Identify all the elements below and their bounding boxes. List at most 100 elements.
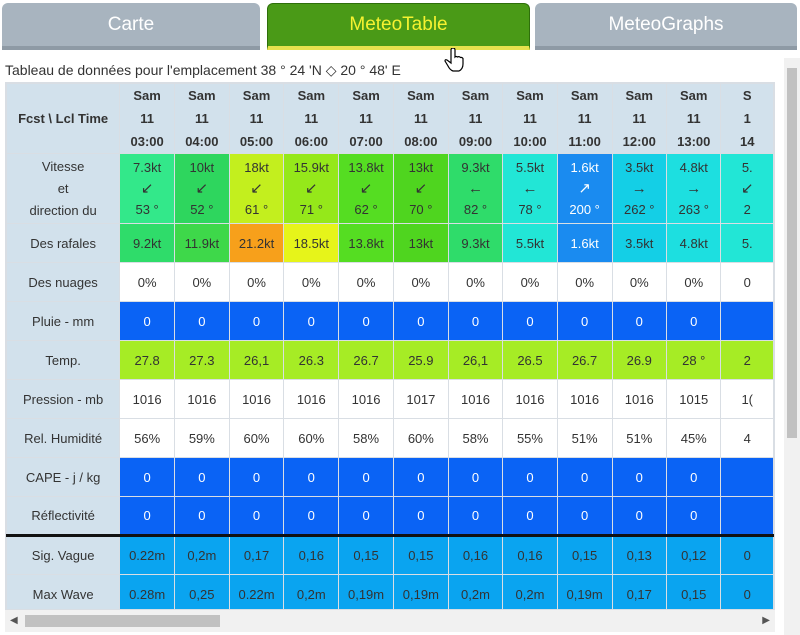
table-cell: 4.8kt xyxy=(665,223,722,263)
table-cell: 0.22m xyxy=(228,574,285,609)
header-time: 08:00 xyxy=(404,134,438,149)
table-cell: 1016 xyxy=(338,379,394,419)
table-row: Des rafales 9.2kt 11.9kt 21.2kt 18.5kt 13.8kt… xyxy=(6,223,774,263)
table-cell: 1016 xyxy=(502,379,558,419)
table-cell: 0% xyxy=(447,262,504,302)
table-cell: 26,1 xyxy=(228,340,285,380)
wind-arrow-icon: ↙ xyxy=(250,179,263,197)
horizontal-scrollbar[interactable]: ◀ ▶ xyxy=(5,610,775,632)
row-label: Max Wave xyxy=(6,574,121,609)
meteo-table-container[interactable]: Fcst \ Lcl Time Sam 11 03:00 Sam 11 04:00 Sam 1… xyxy=(5,82,775,610)
table-cell: 0% xyxy=(338,262,394,302)
table-cell: 18.5kt xyxy=(283,223,340,263)
header-time: 13:00 xyxy=(677,134,711,149)
table-cell: 0 xyxy=(720,534,774,575)
table-cell: 45% xyxy=(665,418,722,458)
wind-speed: 4.8kt xyxy=(679,159,708,175)
table-cell: 0,25 xyxy=(174,574,230,609)
header-day: Sam xyxy=(680,88,708,103)
wind-speed: 10kt xyxy=(189,159,215,175)
wind-speed: 5. xyxy=(741,159,753,175)
time-column-header: Sam 11 06:00 xyxy=(283,83,340,154)
scroll-left-icon[interactable]: ◀ xyxy=(10,615,18,626)
scrollbar-thumb[interactable] xyxy=(787,68,797,438)
header-time: 07:00 xyxy=(349,134,383,149)
row-label: Pluie - mm xyxy=(6,301,121,341)
time-column-header: Sam 11 13:00 xyxy=(665,83,722,154)
header-time: 09:00 xyxy=(458,134,493,149)
table-cell: 0,15 xyxy=(556,534,613,575)
table-cell: 0,17 xyxy=(611,574,668,609)
tab-meteographs[interactable]: MeteoGraphs xyxy=(535,3,797,50)
table-cell: 0,15 xyxy=(392,534,449,575)
row-label: Des rafales xyxy=(6,223,121,263)
scroll-right-icon[interactable]: ▶ xyxy=(762,615,770,626)
wind-arrow-icon: ← xyxy=(467,179,483,197)
wind-speed: 9.3kt xyxy=(461,159,490,175)
time-column-header: Sam 11 05:00 xyxy=(228,83,285,154)
tab-carte[interactable]: Carte xyxy=(2,3,260,50)
table-cell: 51% xyxy=(611,418,668,458)
table-cell: 21.2kt xyxy=(228,223,285,263)
table-cell xyxy=(720,496,774,536)
header-day: Sam xyxy=(516,88,544,103)
header-time: 03:00 xyxy=(130,134,164,149)
table-row: Rel. Humidité 56% 59% 60% 60% 58% 60% 58% 55% 51%… xyxy=(6,418,774,458)
row-label: Sig. Vague xyxy=(6,534,121,575)
table-cell: 26,1 xyxy=(447,340,504,380)
wind-direction: 78 ° xyxy=(518,201,542,217)
header-day: Sam xyxy=(407,88,435,103)
table-cell: 0% xyxy=(611,262,668,302)
table-cell: 27.8 xyxy=(119,340,176,380)
table-cell: 0% xyxy=(228,262,285,302)
table-cell: 5. xyxy=(720,223,774,263)
tab-meteotable[interactable]: MeteoTable xyxy=(267,3,530,50)
wind-direction: 70 ° xyxy=(409,201,433,217)
meteo-table: Fcst \ Lcl Time Sam 11 03:00 Sam 11 04:00 Sam 1… xyxy=(6,83,774,609)
table-cell: 0% xyxy=(502,262,558,302)
wind-cell: 13kt ↙ 70 ° xyxy=(392,153,449,224)
table-cell: 0 xyxy=(119,457,176,497)
wind-arrow-icon: ↙ xyxy=(359,179,373,197)
table-cell: 0,2m xyxy=(502,574,558,609)
wind-label-line: direction du xyxy=(29,202,97,218)
wind-direction: 61 ° xyxy=(244,201,269,217)
wind-speed: 18kt xyxy=(244,159,269,175)
table-cell: 0% xyxy=(174,262,230,302)
row-label: Pression - mb xyxy=(6,379,121,419)
wind-speed: 1.6kt xyxy=(570,159,599,175)
vertical-scrollbar[interactable] xyxy=(784,58,800,635)
table-cell: 0,16 xyxy=(502,534,558,575)
wind-direction: 262 ° xyxy=(624,201,655,217)
wind-cell: 10kt ↙ 52 ° xyxy=(174,153,230,224)
table-cell: 1016 xyxy=(283,379,340,419)
table-cell: 0 xyxy=(338,301,394,341)
scrollbar-thumb[interactable] xyxy=(25,615,220,627)
header-date: 11 xyxy=(304,111,319,126)
table-cell: 0,2m xyxy=(283,574,340,609)
table-cell: 0,19m xyxy=(556,574,613,609)
hand-pointer-icon xyxy=(444,48,464,72)
table-cell: 0 xyxy=(392,457,449,497)
wind-arrow-icon: → xyxy=(631,179,647,197)
header-date: 11 xyxy=(140,111,154,126)
table-cell: 9.3kt xyxy=(447,223,504,263)
table-cell: 0 xyxy=(228,301,285,341)
table-cell: 0 xyxy=(611,457,668,497)
time-column-header: Sam 11 11:00 xyxy=(556,83,613,154)
header-date: 11 xyxy=(249,111,264,126)
header-label: Fcst \ Lcl Time xyxy=(6,83,121,154)
table-cell: 0,16 xyxy=(283,534,340,575)
table-cell: 0% xyxy=(665,262,722,302)
table-cell: 0,19m xyxy=(392,574,449,609)
header-day: Sam xyxy=(297,88,326,103)
header-date: 11 xyxy=(413,111,428,126)
time-column-header: Sam 11 08:00 xyxy=(392,83,449,154)
tab-label: MeteoTable xyxy=(349,14,448,35)
table-cell: 27.3 xyxy=(174,340,230,380)
table-cell: 0 xyxy=(283,496,340,536)
table-cell: 0 xyxy=(502,301,558,341)
table-cell: 0 xyxy=(556,301,613,341)
table-cell: 0 xyxy=(228,457,285,497)
table-cell: 0 xyxy=(228,496,285,536)
